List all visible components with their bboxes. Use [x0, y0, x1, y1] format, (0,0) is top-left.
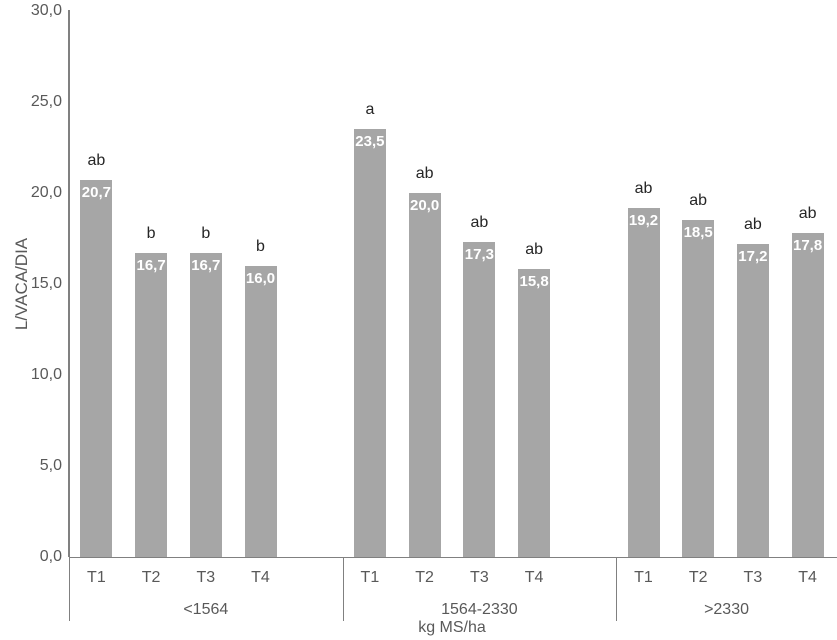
- bar-value-label: 16,7: [191, 257, 221, 275]
- x-tick-label: T4: [798, 569, 817, 586]
- bar-value-label: 16,7: [136, 257, 166, 275]
- x-tick-label: T4: [251, 569, 270, 586]
- y-tick-label: 0,0: [39, 548, 62, 565]
- bar-value-label: 17,8: [792, 237, 823, 254]
- bar: [244, 265, 277, 557]
- bar: [135, 253, 168, 557]
- group-label: >2330: [704, 601, 749, 618]
- y-tick-label: 5,0: [39, 457, 62, 474]
- bar: [353, 129, 386, 557]
- group-label: 1564-2330: [441, 601, 518, 618]
- significance-label: a: [365, 101, 375, 119]
- x-axis-line: [69, 556, 837, 558]
- group-label: <1564: [183, 601, 229, 618]
- x-tick-label: T3: [196, 569, 216, 586]
- x-tick-label: T2: [415, 569, 434, 586]
- group-separator: [616, 557, 618, 621]
- bar: [627, 207, 660, 557]
- x-tick-label: T3: [470, 569, 489, 586]
- significance-label: b: [256, 237, 265, 255]
- significance-label: ab: [689, 192, 708, 210]
- significance-label: b: [201, 225, 211, 243]
- bar: [408, 193, 441, 557]
- bar-value-label: 17,2: [738, 248, 768, 265]
- group-separator: [342, 557, 344, 621]
- bar-value-label: 23,5: [355, 133, 385, 151]
- bar-value-label: 20,0: [409, 197, 440, 214]
- x-tick-label: T1: [87, 569, 106, 586]
- significance-label: b: [146, 225, 156, 243]
- significance-label: ab: [743, 216, 762, 233]
- significance-label: ab: [525, 241, 543, 259]
- y-tick-label: 10,0: [30, 366, 62, 383]
- y-tick-label: 30,0: [30, 2, 62, 19]
- bar: [80, 180, 113, 557]
- bar-value-label: 16,0: [245, 269, 276, 287]
- bar-value-label: 20,7: [81, 184, 111, 202]
- bar: [682, 220, 715, 557]
- significance-label: ab: [798, 205, 817, 222]
- bar: [518, 269, 551, 557]
- y-tick-label: 25,0: [30, 93, 62, 110]
- y-tick-label: 20,0: [30, 184, 62, 201]
- significance-label: ab: [470, 214, 489, 232]
- significance-label: ab: [87, 152, 106, 170]
- bar-value-label: 19,2: [628, 211, 659, 229]
- x-tick-label: T2: [688, 569, 708, 586]
- y-tick-label: 15,0: [30, 275, 62, 292]
- bar: [791, 233, 824, 557]
- bar: [736, 244, 769, 557]
- x-tick-label: T4: [524, 569, 544, 586]
- x-axis-title: kg MS/ha: [418, 619, 486, 636]
- bar-value-label: 15,8: [519, 273, 549, 291]
- bar-value-label: 17,3: [464, 246, 494, 264]
- bar-value-label: 18,5: [683, 224, 713, 242]
- y-axis-line: [68, 10, 70, 557]
- x-tick-label: T2: [141, 569, 161, 586]
- bar: [463, 242, 496, 557]
- x-tick-label: T1: [634, 569, 653, 586]
- bar: [189, 253, 222, 557]
- significance-label: ab: [634, 179, 653, 197]
- x-tick-label: T3: [743, 569, 763, 586]
- x-tick-label: T1: [360, 569, 380, 586]
- group-separator: [69, 557, 70, 621]
- significance-label: ab: [415, 165, 434, 182]
